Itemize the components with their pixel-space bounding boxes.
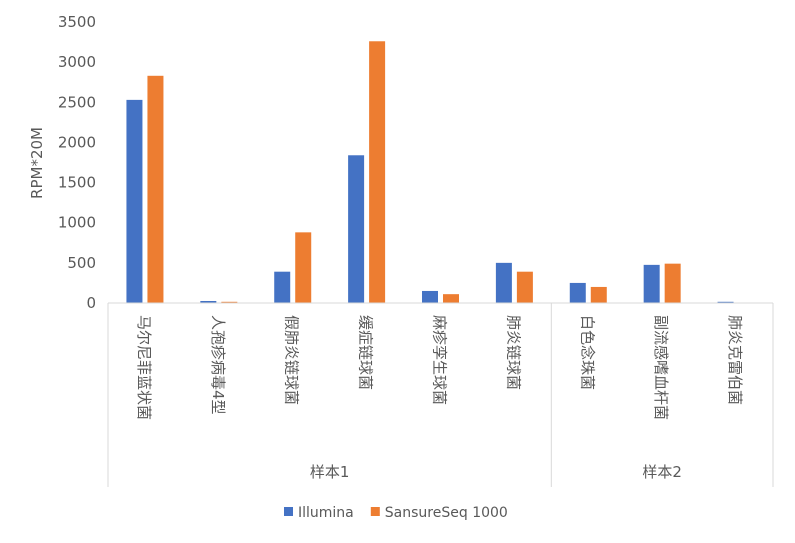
bar bbox=[274, 271, 291, 303]
category-label: 马尔尼菲蓝状菌 bbox=[135, 315, 153, 420]
bar bbox=[126, 99, 143, 304]
bar bbox=[369, 41, 386, 304]
bar bbox=[516, 271, 533, 303]
y-tick-label: 3000 bbox=[58, 53, 96, 71]
bar bbox=[569, 282, 586, 303]
legend: Illumina SansureSeq 1000 bbox=[284, 505, 508, 521]
bar bbox=[717, 301, 734, 303]
bar bbox=[221, 301, 238, 303]
y-tick-label: 500 bbox=[67, 254, 96, 272]
category-label: 副流感嗜血杆菌 bbox=[652, 315, 670, 420]
bar bbox=[643, 264, 660, 303]
legend-label: SansureSeq 1000 bbox=[385, 505, 508, 521]
legend-label: Illumina bbox=[298, 505, 354, 521]
category-label: 人孢疹病毒4型 bbox=[209, 315, 227, 415]
bar bbox=[147, 75, 164, 303]
bar bbox=[664, 263, 681, 303]
bar bbox=[295, 232, 312, 303]
y-tick-label: 2000 bbox=[58, 133, 96, 151]
category-axis-lines bbox=[107, 302, 774, 487]
category-label: 肺炎克雷伯菌 bbox=[726, 315, 744, 405]
bars bbox=[126, 41, 734, 304]
y-tick-label: 1500 bbox=[58, 174, 96, 192]
bar bbox=[422, 290, 438, 303]
y-tick-label: 1000 bbox=[58, 214, 96, 232]
category-label: 假肺炎链球菌 bbox=[283, 315, 301, 405]
legend-swatch bbox=[284, 507, 293, 516]
bar bbox=[348, 155, 365, 303]
y-tick-label: 3500 bbox=[58, 13, 96, 31]
bar bbox=[443, 294, 459, 303]
y-axis-title: RPM*20M bbox=[28, 127, 46, 199]
bar bbox=[200, 300, 217, 303]
category-label: 缓症链球菌 bbox=[357, 315, 375, 390]
group-labels: 样本1 样本2 bbox=[310, 463, 682, 481]
group-label: 样本2 bbox=[642, 463, 682, 481]
y-tick-label: 0 bbox=[86, 294, 96, 312]
group-label: 样本1 bbox=[310, 463, 350, 481]
legend-swatch bbox=[370, 507, 380, 516]
y-tick-label: 2500 bbox=[58, 93, 96, 111]
category-label: 白色念珠菌 bbox=[578, 315, 596, 390]
y-axis-ticks: 0 500 1000 1500 2000 2500 3000 3500 bbox=[58, 13, 96, 312]
bar bbox=[495, 262, 512, 303]
category-label: 麻疹孪生球菌 bbox=[431, 315, 449, 405]
bar bbox=[590, 286, 607, 303]
category-label: 肺炎链球菌 bbox=[504, 315, 522, 390]
category-labels: 马尔尼菲蓝状菌 人孢疹病毒4型 假肺炎链球菌 缓症链球菌 麻疹孪生球菌 肺炎链球菌 白色念珠… bbox=[135, 315, 744, 420]
